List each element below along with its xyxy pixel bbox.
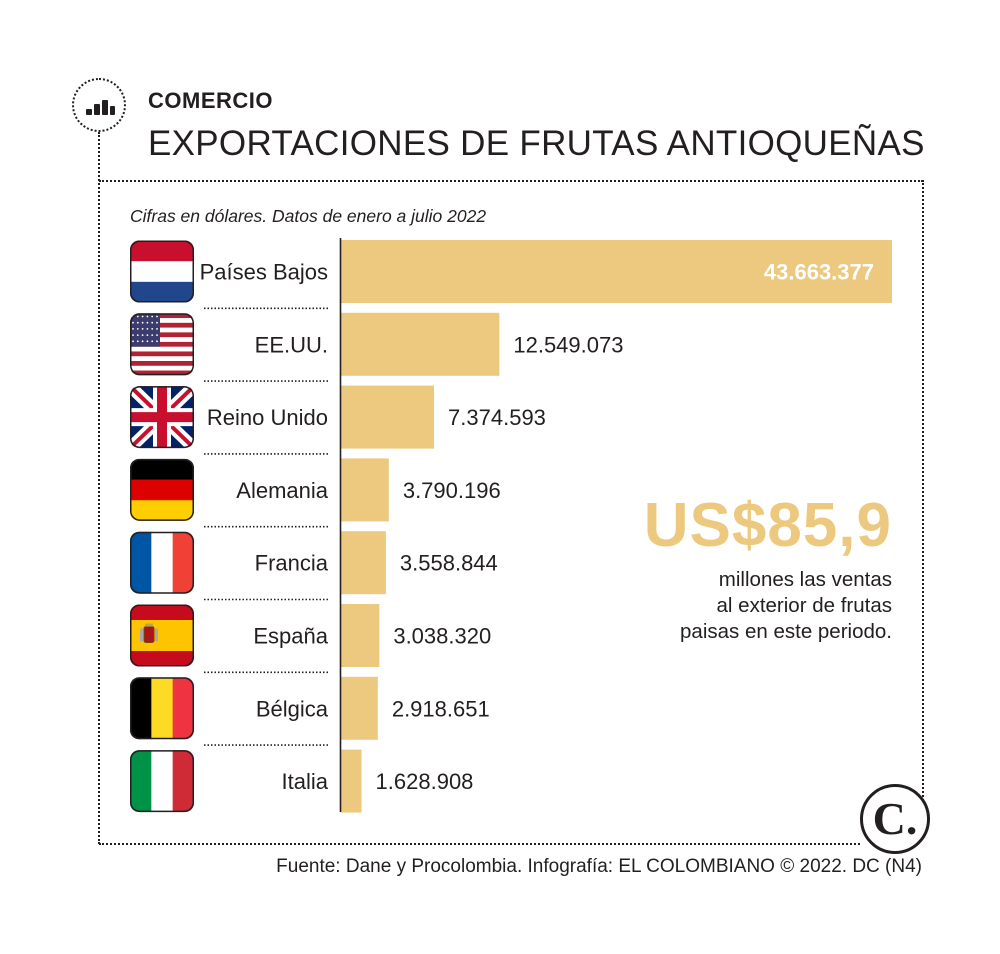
total-note: millones las ventas al exterior de fruta… xyxy=(560,567,892,645)
category-label: Países Bajos xyxy=(200,260,328,285)
category-label: Reino Unido xyxy=(207,405,328,430)
bar xyxy=(341,676,378,740)
bar xyxy=(341,458,389,522)
bar xyxy=(341,604,380,667)
frame-border-left xyxy=(98,132,100,844)
bar xyxy=(341,749,362,813)
value-label: 3.038.320 xyxy=(393,624,491,649)
bar xyxy=(341,240,892,303)
frame-border-bottom xyxy=(99,843,860,845)
category-label: EE.UU. xyxy=(255,332,328,357)
total-note-line: millones las ventas xyxy=(718,568,892,591)
bar xyxy=(341,385,435,449)
value-label: 2.918.651 xyxy=(392,696,490,721)
value-label: 7.374.593 xyxy=(448,405,546,430)
value-label: 1.628.908 xyxy=(376,769,474,794)
el-colombiano-logo: C. xyxy=(860,784,930,854)
total-note-line: al exterior de frutas xyxy=(716,594,892,617)
category-label: Bélgica xyxy=(256,696,329,721)
value-label: 3.790.196 xyxy=(403,478,501,503)
value-label: 12.549.073 xyxy=(513,332,623,357)
france-flag-icon xyxy=(130,531,194,594)
netherlands-flag-icon xyxy=(130,240,194,303)
value-label: 43.663.377 xyxy=(764,260,874,285)
category-label: Alemania xyxy=(236,478,328,503)
total-note-line: paisas en este periodo. xyxy=(680,620,892,643)
bar-chart-icon xyxy=(72,78,126,132)
belgium-flag-icon xyxy=(130,677,194,740)
italy-flag-icon xyxy=(130,750,194,813)
category-label: Francia xyxy=(255,551,329,576)
frame-border-top xyxy=(99,180,923,182)
chart-subtitle: Cifras en dólares. Datos de enero a juli… xyxy=(130,206,487,226)
uk-flag-icon xyxy=(130,386,194,449)
total-highlight: US$85,9 xyxy=(643,491,892,560)
spain-flag-icon xyxy=(130,604,194,667)
value-label: 3.558.844 xyxy=(400,551,498,576)
frame-border-right xyxy=(922,180,924,808)
bar xyxy=(341,531,386,595)
chart-title: EXPORTACIONES DE FRUTAS ANTIOQUEÑAS xyxy=(148,124,925,163)
section-label: COMERCIO xyxy=(148,88,273,113)
source-credit: Fuente: Dane y Procolombia. Infografía: … xyxy=(276,856,922,877)
usa-flag-icon xyxy=(130,313,194,376)
bar xyxy=(341,312,500,376)
category-label: Italia xyxy=(282,769,329,794)
germany-flag-icon xyxy=(130,458,194,521)
category-label: España xyxy=(253,624,328,649)
